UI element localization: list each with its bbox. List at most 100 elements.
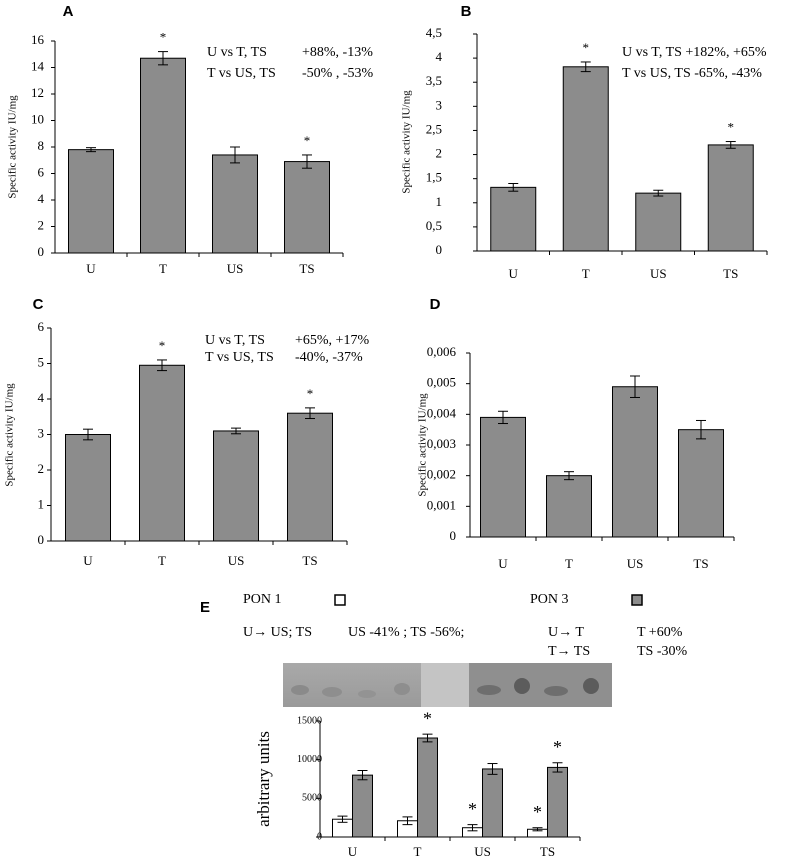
bar (139, 364, 185, 542)
y-axis-label: Specific activity IU/mg (7, 95, 19, 199)
y-tick-label: 0,004 (427, 405, 457, 420)
annotation: -40%, -37% (295, 350, 363, 365)
bar (612, 386, 658, 538)
western-blot (283, 663, 612, 707)
y-tick-label: 2,5 (426, 121, 442, 136)
y-tick-label: 0 (436, 242, 443, 257)
x-tick-label: U (498, 556, 508, 571)
y-axis-label: Specific activity IU/mg (4, 383, 16, 487)
y-axis-label: Specific activity IU/mg (401, 90, 413, 194)
y-tick-label: 0 (38, 244, 45, 259)
y-tick-label: 14 (31, 58, 45, 73)
y-tick-label: 2 (38, 461, 45, 476)
legend-label: PON 3 (530, 592, 569, 607)
y-tick-label: 6 (38, 319, 45, 334)
annotation: -50% , -53% (302, 66, 373, 81)
x-tick-label: U (86, 261, 96, 276)
significance-marker: * (553, 737, 562, 757)
x-tick-label: TS (302, 553, 317, 568)
x-tick-label: U (83, 553, 93, 568)
annotation: U vs T, TS (205, 333, 265, 348)
x-tick-label: US (650, 266, 667, 281)
x-tick-label: US (474, 844, 491, 859)
significance-marker: * (423, 708, 432, 728)
y-tick-label: 0,005 (427, 375, 456, 390)
x-tick-label: T (159, 261, 167, 276)
bar (352, 774, 373, 838)
y-axis-label: arbitrary units (254, 731, 273, 827)
panel-label: D (430, 296, 441, 313)
significance-marker: * (583, 40, 590, 55)
y-tick-label: 1 (38, 496, 45, 511)
annotation: TS -30% (637, 644, 688, 659)
significance-marker: * (533, 802, 542, 822)
significance-marker: * (468, 799, 477, 819)
panel-label: A (63, 3, 74, 20)
y-tick-label: 4 (436, 49, 443, 64)
annotation: +65%, +17% (295, 333, 369, 348)
bar (635, 192, 682, 252)
x-tick-label: U (509, 266, 519, 281)
bar (707, 144, 754, 252)
significance-marker: * (728, 120, 735, 135)
x-tick-label: U (348, 844, 358, 859)
bar (547, 766, 568, 838)
annotation: T→ TS (548, 644, 590, 659)
y-tick-label: 1,5 (426, 170, 442, 185)
y-tick-label: 2 (436, 146, 443, 161)
panel-label: E (200, 599, 210, 616)
legend-swatch (334, 594, 346, 606)
y-tick-label: 4 (38, 390, 45, 405)
y-tick-label: 6 (38, 164, 45, 179)
bar (212, 154, 258, 254)
bar (213, 430, 259, 542)
annotation: T vs US, TS (207, 66, 276, 81)
annotation: U→ T (548, 625, 584, 640)
y-tick-label: 4,5 (426, 25, 442, 40)
y-tick-label: 2 (38, 217, 45, 232)
bar (678, 429, 724, 538)
y-tick-label: 3 (436, 97, 443, 112)
annotation: U vs T, TS (207, 45, 267, 60)
y-tick-label: 0,002 (427, 467, 456, 482)
x-tick-label: T (158, 553, 166, 568)
y-tick-label: 0,006 (427, 344, 457, 359)
significance-marker: * (304, 133, 311, 148)
bar (287, 412, 333, 542)
y-tick-label: 5000 (302, 793, 322, 804)
bar (482, 768, 503, 838)
x-tick-label: TS (723, 266, 738, 281)
annotation: T vs US, TS -65%, -43% (622, 66, 762, 81)
y-tick-label: 10 (31, 111, 44, 126)
y-tick-label: 10000 (297, 754, 322, 765)
x-tick-label: TS (693, 556, 708, 571)
annotation: T vs US, TS (205, 350, 274, 365)
x-tick-label: T (582, 266, 590, 281)
y-tick-label: 0 (317, 831, 322, 842)
y-tick-label: 4 (38, 191, 45, 206)
bar (546, 475, 592, 538)
y-tick-label: 3 (38, 425, 45, 440)
annotation: +88%, -13% (302, 45, 373, 60)
x-tick-label: TS (540, 844, 555, 859)
x-tick-label: US (228, 553, 245, 568)
y-tick-label: 8 (38, 138, 45, 153)
x-tick-label: US (627, 556, 644, 571)
y-tick-label: 15000 (297, 715, 322, 726)
significance-marker: * (160, 30, 167, 45)
x-tick-label: T (565, 556, 573, 571)
x-tick-label: TS (299, 261, 314, 276)
x-tick-label: T (414, 844, 422, 859)
y-tick-label: 0,5 (426, 218, 442, 233)
y-tick-label: 12 (31, 85, 44, 100)
bar (68, 149, 114, 254)
y-tick-label: 0 (38, 532, 45, 547)
significance-marker: * (159, 338, 166, 353)
annotation: US -41% ; TS -56%; (348, 625, 464, 640)
bar (480, 416, 526, 538)
y-tick-label: 0,003 (427, 436, 456, 451)
bar (65, 434, 111, 542)
legend-label: PON 1 (243, 592, 282, 607)
bar (490, 186, 537, 252)
